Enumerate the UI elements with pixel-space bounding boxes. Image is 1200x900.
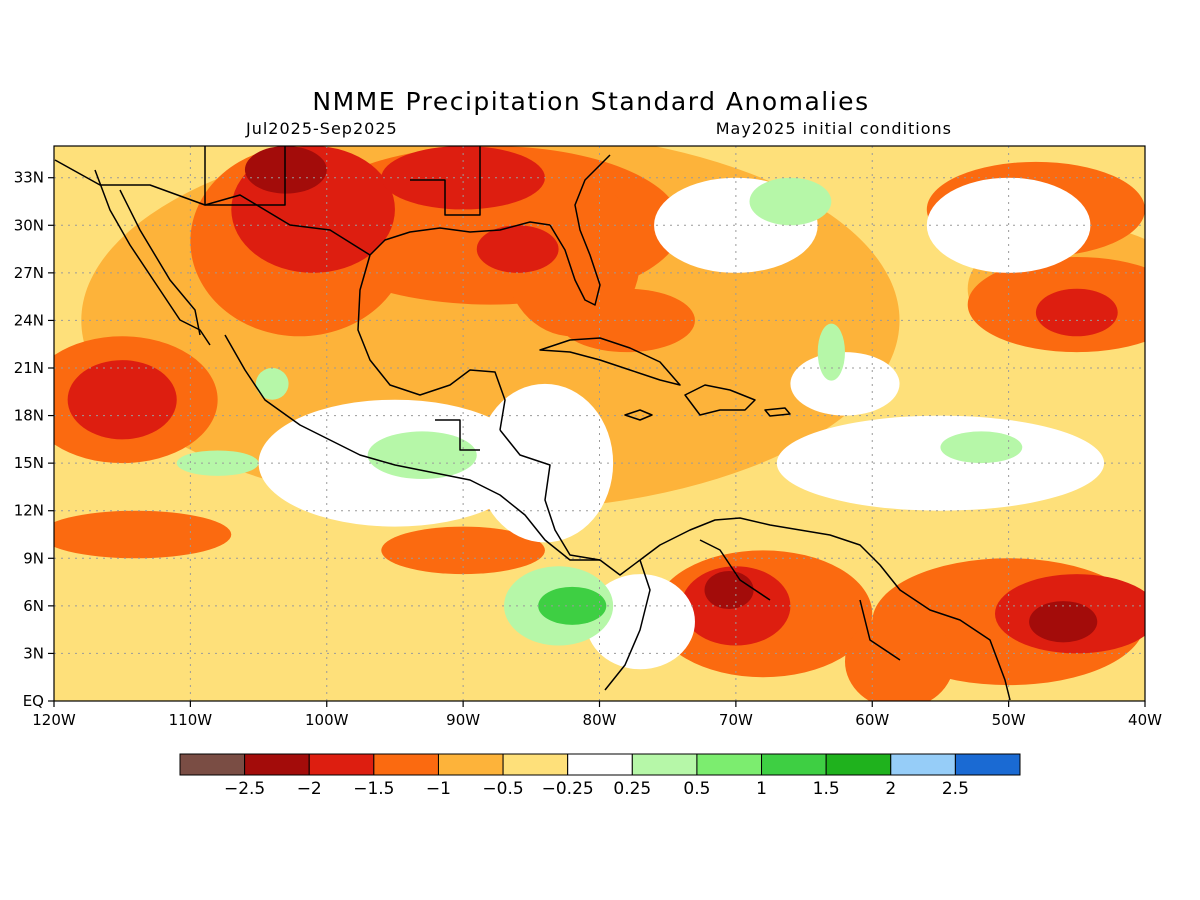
colorbar-label: 0.25	[613, 779, 651, 799]
anomaly-region	[776, 415, 1105, 511]
jamaica-outline	[624, 409, 653, 421]
colorbar-swatch	[437, 753, 504, 776]
lat-tick-label: 30N	[14, 216, 44, 234]
colorbar-label: −0.25	[542, 779, 594, 799]
lon-tick-label: 80W	[583, 711, 617, 729]
lat-tick-label: 33N	[14, 169, 44, 187]
map-title: NMME Precipitation Standard Anomalies	[312, 87, 869, 116]
cuba-outline	[539, 337, 681, 386]
lat-tick-label: 24N	[14, 311, 44, 329]
us-mexico-border	[54, 159, 206, 206]
anomaly-region	[67, 360, 177, 440]
graticule	[54, 146, 1145, 701]
colorbar-swatch	[244, 753, 310, 776]
forecast-period: Jul2025-Sep2025	[245, 119, 398, 138]
colorbar-swatch	[179, 753, 246, 776]
puerto-rico-outline	[764, 407, 791, 417]
anomaly-region	[749, 177, 832, 226]
map-plot-area	[54, 146, 1145, 701]
guatemala-borders	[435, 419, 480, 451]
anomaly-region	[940, 431, 1023, 464]
colorbar-label: −0.5	[482, 779, 523, 799]
colorbar-swatch	[567, 753, 633, 776]
lat-tick-label: EQ	[23, 692, 44, 710]
anomaly-region	[790, 352, 900, 416]
initial-conditions: May2025 initial conditions	[716, 119, 952, 138]
colorbar-swatch	[373, 753, 439, 776]
us-state-borders	[204, 146, 286, 206]
anomaly-region	[476, 225, 559, 273]
gulf-of-california-coastline	[119, 189, 201, 336]
colorbar-swatch	[502, 753, 569, 776]
lon-tick-label: 40W	[1128, 711, 1162, 729]
anomaly-region	[255, 368, 289, 400]
lon-tick-label: 90W	[446, 711, 480, 729]
anomaly-region	[704, 570, 754, 610]
anomaly-region	[817, 323, 845, 381]
lon-tick-label: 120W	[32, 711, 76, 729]
colorbar: −2.5 −2 −1.5 −1 −0.5 −0.25 0.25 0.5 1 1.5 2 2.5	[179, 753, 1021, 799]
coastlines	[54, 146, 1011, 701]
colorbar-swatch	[761, 753, 827, 776]
us-gulf-coastline	[369, 221, 551, 256]
lon-tick-label: 50W	[992, 711, 1026, 729]
lat-tick-label: 3N	[23, 644, 44, 662]
anomaly-region	[844, 613, 955, 701]
pacific-coastline	[224, 334, 641, 576]
colorbar-label: −2	[297, 779, 322, 799]
colorbar-label: −1.5	[353, 779, 394, 799]
colorbar-swatch	[825, 753, 892, 776]
baja-coastline	[94, 169, 211, 346]
lat-tick-label: 18N	[14, 407, 44, 425]
anomaly-region	[381, 146, 545, 210]
lat-tick-label: 27N	[14, 264, 44, 282]
anomaly-region	[585, 574, 695, 670]
colorbar-label: 2.5	[942, 779, 969, 799]
colorbar-swatch	[954, 753, 1021, 776]
colorbar-swatch	[890, 753, 956, 776]
lat-tick-label: 21N	[14, 359, 44, 377]
anomaly-region	[367, 431, 477, 480]
colorbar-label: 1	[756, 779, 767, 799]
axis-ticks: 120W 110W 100W 90W 80W 70W 60W 50W 40W EQ 3N 6N 9N 12…	[14, 169, 1162, 729]
lat-tick-label: 9N	[23, 549, 44, 567]
colorbar-swatch	[308, 753, 375, 776]
colombia-venezuela-border	[699, 539, 771, 601]
colorbar-swatch	[631, 753, 698, 776]
lat-tick-label: 6N	[23, 597, 44, 615]
lon-tick-label: 100W	[305, 711, 349, 729]
anomaly-region	[1029, 601, 1098, 643]
us-state-borders-east	[410, 146, 481, 216]
anomaly-region	[176, 450, 259, 476]
lon-tick-label: 60W	[855, 711, 889, 729]
anomaly-region	[926, 177, 1091, 273]
anomaly-region	[244, 146, 327, 194]
lon-tick-label: 110W	[169, 711, 213, 729]
caribbean-central-america-coastline	[499, 429, 601, 561]
anomaly-region	[1035, 288, 1118, 337]
anomaly-region	[381, 526, 545, 575]
florida-coastline	[549, 154, 611, 306]
lon-tick-label: 70W	[719, 711, 753, 729]
hispaniola-outline	[684, 384, 756, 416]
colorbar-label: 2	[885, 779, 896, 799]
colombia-pacific-coastline	[604, 559, 651, 691]
south-america-coastline	[639, 517, 1011, 701]
anomaly-region	[54, 510, 232, 559]
lat-tick-label: 12N	[14, 502, 44, 520]
colorbar-label: 1.5	[813, 779, 840, 799]
colorbar-label: −2.5	[224, 779, 265, 799]
lat-tick-label: 15N	[14, 454, 44, 472]
colorbar-label: 0.5	[683, 779, 710, 799]
gulf-of-mexico-coastline	[357, 254, 506, 431]
colorbar-label: −1	[426, 779, 451, 799]
colorbar-swatch	[696, 753, 763, 776]
us-mexico-border-east	[204, 194, 371, 256]
guyana-border	[859, 599, 901, 661]
